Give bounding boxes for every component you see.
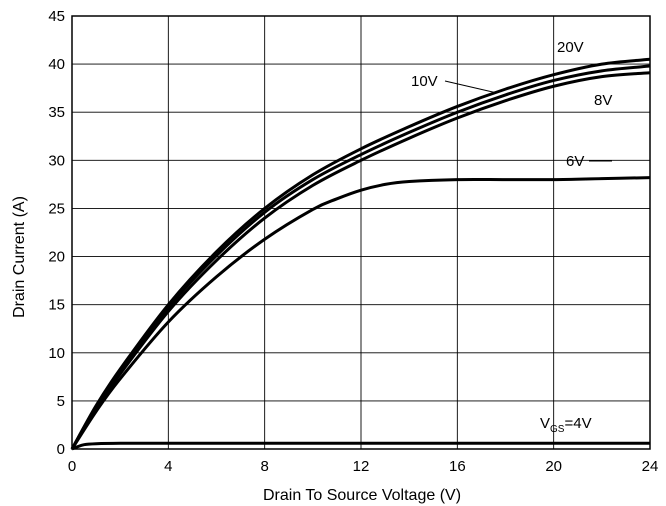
y-tick-label: 45 [48, 8, 65, 25]
x-tick-label: 8 [260, 458, 268, 475]
y-tick-label: 20 [48, 249, 65, 266]
y-tick-label: 25 [48, 200, 65, 217]
y-axis-title: Drain Current (A) [11, 196, 28, 318]
y-tick-label: 0 [57, 441, 65, 458]
label-vgs-4v: VGS=4V [540, 415, 592, 435]
series-lines [70, 57, 651, 451]
y-tick-labels: 0 5 10 15 20 25 30 35 40 45 [48, 8, 65, 458]
label-6v: 6V [566, 153, 584, 170]
y-tick-label: 10 [48, 345, 65, 362]
x-tick-label: 16 [449, 458, 466, 475]
x-tick-label: 20 [545, 458, 562, 475]
x-tick-label: 0 [68, 458, 76, 475]
series-line-vgs-4v [71, 441, 650, 451]
series-line-6v [70, 176, 651, 450]
series-line-8v [70, 71, 651, 450]
x-tick-label: 12 [353, 458, 370, 475]
label-vgs-main: V [540, 415, 550, 432]
x-axis-title: Drain To Source Voltage (V) [263, 487, 461, 504]
grid-lines [71, 15, 651, 450]
label-20v: 20V [557, 39, 584, 56]
series-line-10v [70, 64, 651, 450]
x-tick-label: 24 [642, 458, 659, 475]
label-vgs-tail: =4V [564, 415, 591, 432]
y-tick-label: 15 [48, 297, 65, 314]
y-tick-label: 30 [48, 152, 65, 169]
y-tick-label: 35 [48, 104, 65, 121]
x-tick-label: 4 [164, 458, 172, 475]
label-8v: 8V [594, 92, 612, 109]
leader-10v [444, 80, 498, 94]
x-tick-labels: 0 4 8 12 16 20 24 [68, 458, 659, 475]
plot-frame [71, 15, 651, 450]
y-tick-label: 5 [57, 393, 65, 410]
label-vgs-sub: GS [550, 424, 565, 435]
y-tick-label: 40 [48, 56, 65, 73]
label-10v: 10V [411, 73, 438, 90]
